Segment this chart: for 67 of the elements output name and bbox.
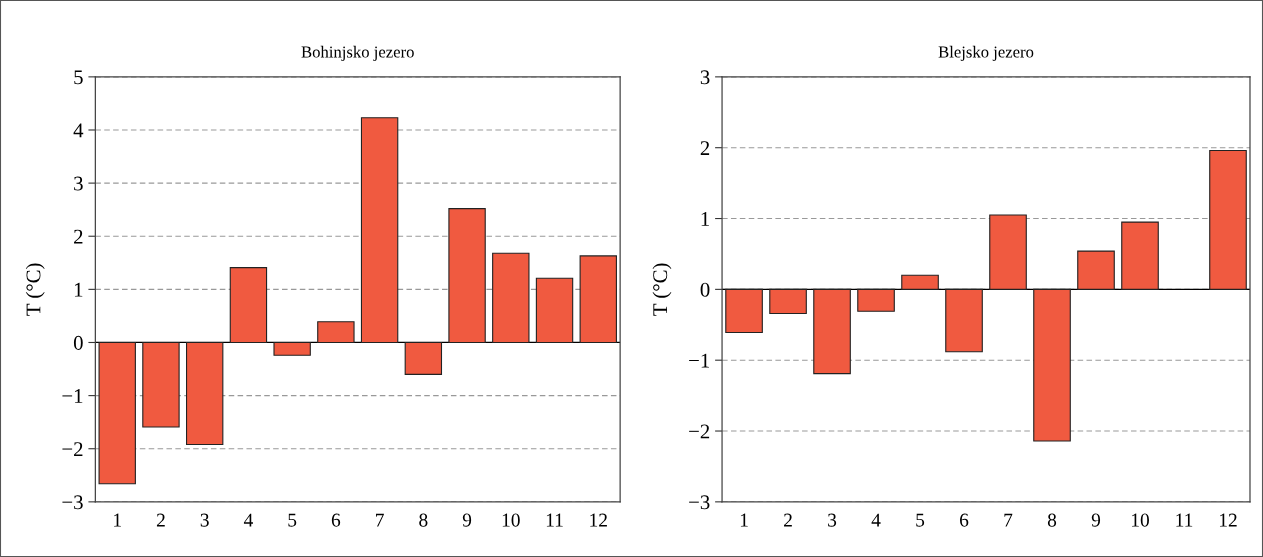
y-tick-label: 2 xyxy=(74,229,83,244)
y-tick-label: −2 xyxy=(689,424,710,439)
x-tick-label: 7 xyxy=(376,513,384,527)
x-tick-label: 11 xyxy=(546,513,563,527)
bar xyxy=(769,288,807,314)
x-tick-label: 12 xyxy=(590,513,607,527)
y-tick-label: 3 xyxy=(74,176,83,191)
y-axis-title: T (°C) xyxy=(652,263,672,316)
bar xyxy=(273,341,311,356)
x-tick-label: 11 xyxy=(1176,513,1193,527)
y-tick-label: 1 xyxy=(74,282,83,297)
chart-title: Bohinjsko jezero xyxy=(301,45,414,61)
bar xyxy=(1033,288,1071,442)
y-tick-label: −1 xyxy=(689,353,709,368)
bar xyxy=(404,341,443,375)
y-axis-title: T (°C) xyxy=(25,263,45,316)
bar xyxy=(229,267,268,344)
bar xyxy=(1209,149,1247,290)
bar xyxy=(535,277,574,344)
x-tick-label: 10 xyxy=(502,513,520,527)
x-tick-label: 10 xyxy=(1131,513,1149,527)
bar xyxy=(185,341,224,446)
x-tick-label: 3 xyxy=(828,513,837,527)
x-tick-label: 4 xyxy=(243,513,253,527)
chart-title: Blejsko jezero xyxy=(938,45,1034,61)
x-tick-label: 3 xyxy=(200,513,209,527)
y-tick-label: 3 xyxy=(700,70,710,85)
y-tick-label: 1 xyxy=(701,212,709,226)
bar xyxy=(1121,221,1159,290)
x-tick-label: 6 xyxy=(960,513,969,527)
y-tick-label: −3 xyxy=(689,495,710,510)
x-tick-label: 1 xyxy=(114,513,121,527)
x-tick-label: 6 xyxy=(331,513,341,527)
bar xyxy=(360,117,399,344)
bar xyxy=(98,341,136,485)
x-tick-label: 8 xyxy=(419,513,428,527)
bar xyxy=(725,288,763,334)
y-tick-label: 5 xyxy=(74,70,83,85)
bar xyxy=(317,321,355,344)
y-tick-label: 2 xyxy=(700,141,710,155)
bar xyxy=(1077,250,1115,290)
x-tick-label: 1 xyxy=(740,513,748,527)
bar xyxy=(492,252,530,344)
y-tick-label: 4 xyxy=(73,123,84,138)
x-tick-label: 12 xyxy=(1219,513,1237,527)
x-tick-label: 4 xyxy=(871,513,881,527)
bar xyxy=(142,341,180,428)
x-tick-label: 5 xyxy=(288,513,297,527)
x-tick-label: 2 xyxy=(156,513,165,527)
x-tick-label: 7 xyxy=(1004,513,1013,527)
y-tick-label: 0 xyxy=(73,335,83,350)
bar xyxy=(579,255,617,344)
bar xyxy=(901,274,939,290)
bar xyxy=(989,214,1027,290)
y-tick-label: 0 xyxy=(700,282,710,297)
x-tick-label: 5 xyxy=(916,513,925,527)
x-tick-label: 8 xyxy=(1047,513,1057,527)
x-tick-label: 9 xyxy=(462,513,472,527)
bar xyxy=(813,288,851,375)
y-tick-label: −1 xyxy=(62,389,83,403)
y-tick-label: −2 xyxy=(62,442,83,456)
y-tick-label: −3 xyxy=(62,495,83,510)
bar xyxy=(857,288,895,312)
bar xyxy=(945,288,983,353)
bar xyxy=(448,208,486,344)
x-tick-label: 9 xyxy=(1091,513,1101,527)
x-tick-label: 2 xyxy=(784,513,792,527)
